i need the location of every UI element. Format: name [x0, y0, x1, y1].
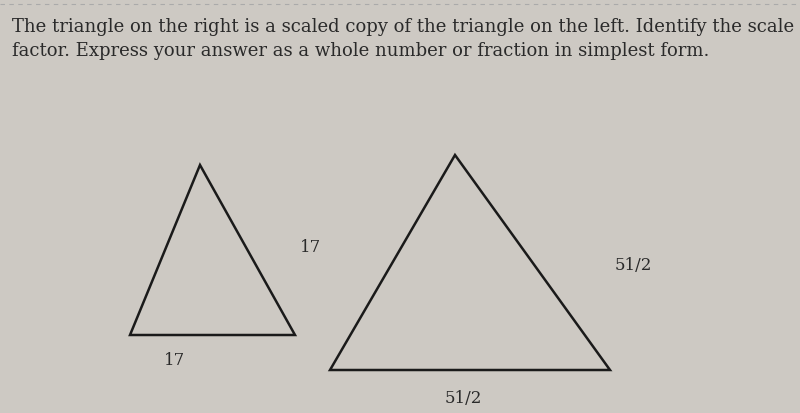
Text: 17: 17	[164, 352, 186, 369]
Text: factor. Express your answer as a whole number or fraction in simplest form.: factor. Express your answer as a whole n…	[12, 42, 710, 60]
Text: 51/2: 51/2	[615, 256, 652, 273]
Text: 17: 17	[300, 240, 322, 256]
Text: 51/2: 51/2	[444, 390, 482, 407]
Text: The triangle on the right is a scaled copy of the triangle on the left. Identify: The triangle on the right is a scaled co…	[12, 18, 794, 36]
